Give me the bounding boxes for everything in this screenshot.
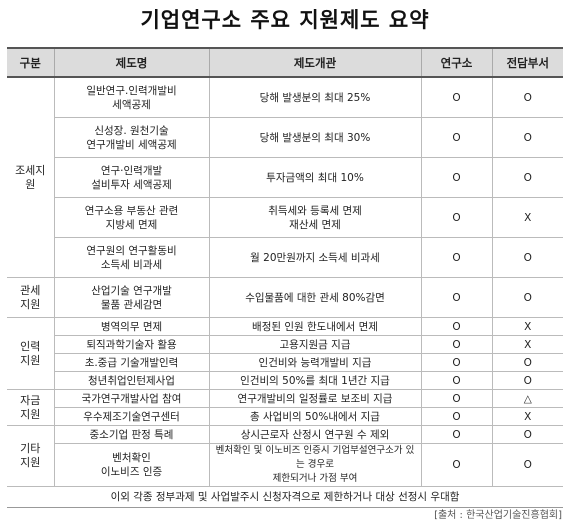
- dept-eligibility: O: [491, 117, 563, 158]
- dept-eligibility: O: [491, 237, 563, 278]
- program-overview: 총 사업비의 50%내에서 지급: [208, 407, 422, 426]
- lab-eligibility: O: [420, 317, 493, 336]
- category-cell: 자금 지원: [7, 389, 55, 426]
- lab-eligibility: O: [420, 277, 493, 318]
- header-name: 제도명: [53, 47, 210, 78]
- program-name: 연구원의 연구활동비 소득세 비과세: [53, 237, 210, 278]
- lab-eligibility: O: [420, 425, 493, 444]
- program-name: 일반연구.인력개발비 세액공제: [53, 76, 210, 118]
- lab-eligibility: O: [420, 389, 493, 408]
- table-row: 관세 지원 산업기술 연구개발 물품 관세감면 수입물품에 대한 관세 80%감…: [7, 277, 563, 318]
- program-overview: 상시근로자 산정시 연구원 수 제외: [208, 425, 422, 444]
- program-name: 연구·인력개발 설비투자 세액공제: [53, 157, 210, 198]
- program-overview: 취득세와 등록세 면제 재산세 면제: [208, 197, 422, 238]
- category-cell: 조세지 원: [7, 76, 55, 278]
- source-citation: [출처 : 한국산업기술진흥협회]: [434, 510, 562, 521]
- dept-eligibility: O: [491, 371, 563, 390]
- lab-eligibility: O: [420, 197, 493, 238]
- dept-eligibility: △: [491, 389, 563, 408]
- program-overview: 투자금액의 최대 10%: [208, 157, 422, 198]
- lab-eligibility: O: [420, 371, 493, 390]
- lab-eligibility: O: [420, 117, 493, 158]
- table-row: 우수제조기술연구센터 총 사업비의 50%내에서 지급 O X: [7, 407, 563, 426]
- dept-eligibility: X: [491, 335, 563, 354]
- lab-eligibility: O: [420, 335, 493, 354]
- program-overview: 당해 발생분의 최대 25%: [208, 76, 422, 118]
- program-name: 신성장. 원천기술 연구개발비 세액공제: [53, 117, 210, 158]
- program-name: 국가연구개발사업 참여: [53, 389, 210, 408]
- program-overview: 인건비의 50%를 최대 1년간 지급: [208, 371, 422, 390]
- program-overview: 고용지원금 지급: [208, 335, 422, 354]
- table-row: 인력 지원 병역의무 면제 배정된 인원 한도내에서 면제 O X: [7, 317, 563, 390]
- dept-eligibility: O: [491, 76, 563, 118]
- category-cell: 관세 지원: [7, 277, 55, 318]
- program-overview: 당해 발생분의 최대 30%: [208, 117, 422, 158]
- header-dept: 전담부서: [491, 47, 563, 78]
- table-row: 연구소용 부동산 관련 지방세 면제 취득세와 등록세 면제 재산세 면제 O …: [7, 197, 563, 238]
- header-lab: 연구소: [420, 47, 493, 78]
- table-row: 퇴직과학기술자 활용 고용지원금 지급 O X: [7, 335, 563, 354]
- dept-eligibility: O: [491, 425, 563, 444]
- dept-eligibility: O: [491, 443, 563, 487]
- program-name: 산업기술 연구개발 물품 관세감면: [53, 277, 210, 318]
- program-overview: 수입물품에 대한 관세 80%감면: [208, 277, 422, 318]
- program-name: 병역의무 면제: [53, 317, 210, 336]
- table-row: 벤처확인 이노비즈 인증 벤처확인 및 이노비즈 인증시 기업부설연구소가 있는…: [7, 443, 563, 487]
- dept-eligibility: O: [491, 277, 563, 318]
- header-row: 구분 제도명 제도개관 연구소 전담부서: [7, 47, 563, 78]
- program-name: 연구소용 부동산 관련 지방세 면제: [53, 197, 210, 238]
- header-overview: 제도개관: [208, 47, 422, 78]
- category-cell: 인력 지원: [7, 317, 55, 390]
- program-name: 우수제조기술연구센터: [53, 407, 210, 426]
- program-name: 청년취업인턴제사업: [53, 371, 210, 390]
- dept-eligibility: X: [491, 407, 563, 426]
- program-name: 중소기업 판정 특례: [53, 425, 210, 444]
- program-overview: 연구개발비의 일정률로 보조비 지급: [208, 389, 422, 408]
- dept-eligibility: X: [491, 317, 563, 336]
- support-table: 구분 제도명 제도개관 연구소 전담부서 조세지 원 일반연구.인력개발비 세액…: [7, 47, 563, 508]
- dept-eligibility: O: [491, 353, 563, 372]
- program-name: 초.중급 기술개발인력: [53, 353, 210, 372]
- program-overview: 인건비와 능력개발비 지급: [208, 353, 422, 372]
- lab-eligibility: O: [420, 76, 493, 118]
- lab-eligibility: O: [420, 443, 493, 487]
- category-cell: 기타 지원: [7, 425, 55, 487]
- lab-eligibility: O: [420, 237, 493, 278]
- program-name: 벤처확인 이노비즈 인증: [53, 443, 210, 487]
- header-category: 구분: [7, 47, 55, 78]
- table-row: 초.중급 기술개발인력 인건비와 능력개발비 지급 O O: [7, 353, 563, 372]
- lab-eligibility: O: [420, 157, 493, 198]
- table-row: 자금 지원 국가연구개발사업 참여 연구개발비의 일정률로 보조비 지급 O △: [7, 389, 563, 426]
- table-row: 조세지 원 일반연구.인력개발비 세액공제 당해 발생분의 최대 25% O O: [7, 76, 563, 278]
- lab-eligibility: O: [420, 407, 493, 426]
- dept-eligibility: O: [491, 157, 563, 198]
- note-row: 이외 각종 정부과제 및 사업발주시 신청자격으로 제한하거나 대상 선정시 우…: [7, 486, 563, 508]
- table-row: 청년취업인턴제사업 인건비의 50%를 최대 1년간 지급 O O: [7, 371, 563, 390]
- program-overview: 월 20만원까지 소득세 비과세: [208, 237, 422, 278]
- page-title: 기업연구소 주요 지원제도 요약: [140, 8, 430, 32]
- table-row: 신성장. 원천기술 연구개발비 세액공제 당해 발생분의 최대 30% O O: [7, 117, 563, 158]
- lab-eligibility: O: [420, 353, 493, 372]
- table-row: 기타 지원 중소기업 판정 특례 상시근로자 산정시 연구원 수 제외 O O: [7, 425, 563, 487]
- dept-eligibility: X: [491, 197, 563, 238]
- program-overview: 배정된 인원 한도내에서 면제: [208, 317, 422, 336]
- program-overview: 벤처확인 및 이노비즈 인증시 기업부설연구소가 있는 경우로 제한되거나 가점…: [208, 443, 422, 487]
- table-row: 연구원의 연구활동비 소득세 비과세 월 20만원까지 소득세 비과세 O O: [7, 237, 563, 278]
- program-name: 퇴직과학기술자 활용: [53, 335, 210, 354]
- footnote: 이외 각종 정부과제 및 사업발주시 신청자격으로 제한하거나 대상 선정시 우…: [7, 486, 563, 508]
- table-row: 연구·인력개발 설비투자 세액공제 투자금액의 최대 10% O O: [7, 157, 563, 198]
